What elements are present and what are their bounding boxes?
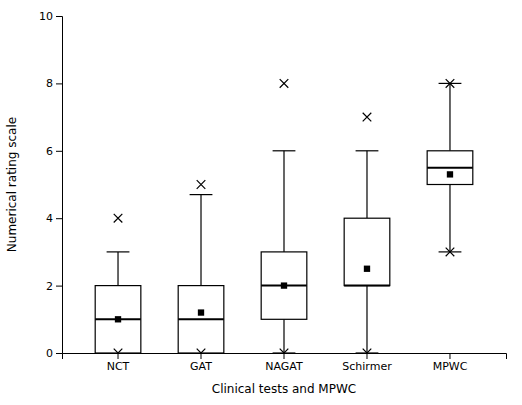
tick-label: 4 xyxy=(46,212,53,225)
tick-label: GAT xyxy=(190,360,212,373)
cap-high xyxy=(190,194,213,195)
tick-mark xyxy=(56,286,62,287)
x-tick: NCT xyxy=(107,353,130,373)
tick-label: NCT xyxy=(107,360,130,373)
tick-label: 10 xyxy=(39,10,53,23)
flier xyxy=(446,79,455,88)
flier xyxy=(280,79,289,88)
y-tick: 10 xyxy=(39,10,62,23)
y-tick: 4 xyxy=(46,212,62,225)
box-group xyxy=(95,214,141,353)
flier xyxy=(114,214,123,223)
y-tick: 0 xyxy=(46,347,62,360)
mean-marker xyxy=(447,171,453,177)
tick-mark xyxy=(56,218,62,219)
whisker-low xyxy=(283,319,284,353)
x-axis-title: Clinical tests and MPWC xyxy=(212,382,356,396)
tick-mark xyxy=(118,353,119,359)
whisker-low xyxy=(366,286,367,353)
median xyxy=(427,167,473,169)
flier xyxy=(363,113,372,122)
tick-label: 2 xyxy=(46,280,53,293)
axis-line xyxy=(56,17,63,354)
y-tick: 2 xyxy=(46,280,62,293)
x-axis: NCT GAT NAGAT Schirmer MPWC xyxy=(63,353,507,373)
mean-marker xyxy=(364,266,370,272)
mean-marker xyxy=(198,309,204,315)
box xyxy=(344,218,390,285)
whisker-high xyxy=(366,151,367,218)
flier xyxy=(280,349,289,353)
flier xyxy=(363,349,372,353)
median xyxy=(178,318,224,320)
axis-line xyxy=(63,354,507,360)
flier xyxy=(197,349,206,353)
whisker-low xyxy=(449,185,450,252)
flier xyxy=(446,248,455,257)
tick-mark xyxy=(56,151,62,152)
tick-mark xyxy=(56,16,62,17)
box xyxy=(261,252,307,319)
tick-mark xyxy=(449,353,450,359)
y-tick: 8 xyxy=(46,77,62,90)
plot-area: 0 2 4 6 8 10 NCT GAT NAGAT Schirmer MPWC xyxy=(39,10,507,373)
tick-label: 8 xyxy=(46,77,53,90)
x-tick: NAGAT xyxy=(265,353,303,373)
x-tick: GAT xyxy=(190,353,212,373)
tick-label: MPWC xyxy=(433,360,468,373)
marks xyxy=(95,79,473,353)
tick-mark xyxy=(201,353,202,359)
tick-label: 0 xyxy=(46,347,53,360)
tick-mark xyxy=(366,353,367,359)
cap-high xyxy=(107,251,130,252)
box-group xyxy=(261,79,307,353)
x-tick: MPWC xyxy=(433,353,468,373)
cap-high xyxy=(356,150,379,151)
mean-marker xyxy=(115,316,121,322)
flier xyxy=(114,349,123,353)
box-group xyxy=(427,79,473,256)
tick-label: 6 xyxy=(46,145,53,158)
tick-mark xyxy=(56,353,62,354)
tick-label: NAGAT xyxy=(265,360,303,373)
tick-mark xyxy=(284,353,285,359)
chart: 0 2 4 6 8 10 NCT GAT NAGAT Schirmer MPWC Clinical t… xyxy=(0,0,522,405)
flier xyxy=(197,180,206,189)
box xyxy=(178,286,224,353)
box-group xyxy=(178,180,224,353)
cap-high xyxy=(273,150,296,151)
tick-mark xyxy=(56,83,62,84)
mean-marker xyxy=(281,282,287,288)
box-group xyxy=(344,113,390,353)
box xyxy=(95,286,141,353)
whisker-high xyxy=(117,252,118,286)
median xyxy=(344,285,390,287)
y-axis-title: Numerical rating scale xyxy=(5,117,19,252)
whisker-high xyxy=(449,83,450,150)
y-tick: 6 xyxy=(46,145,62,158)
box xyxy=(427,151,473,185)
y-axis: 0 2 4 6 8 10 xyxy=(39,10,63,360)
tick-label: Schirmer xyxy=(342,360,392,373)
x-tick: Schirmer xyxy=(342,353,392,373)
whisker-high xyxy=(200,195,201,286)
whisker-high xyxy=(283,151,284,252)
